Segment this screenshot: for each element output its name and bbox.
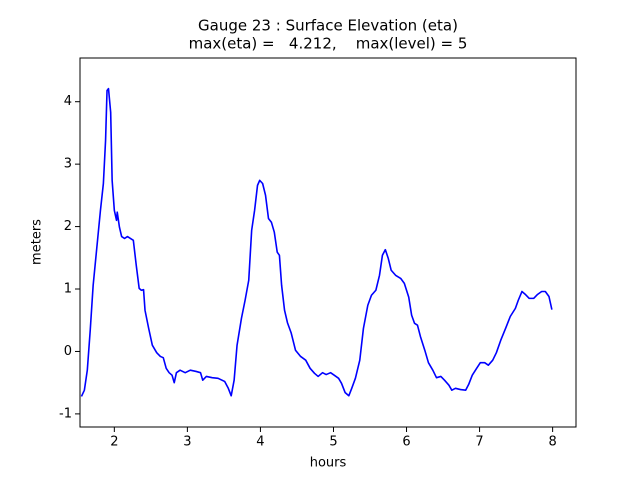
- data-line: [80, 87, 553, 397]
- x-tick-label: 7: [475, 435, 483, 450]
- chart-title: Gauge 23 : Surface Elevation (eta): [198, 17, 458, 35]
- y-tick-label: 1: [64, 282, 72, 297]
- x-tick-label: 6: [402, 435, 410, 450]
- x-tick-label: 3: [183, 435, 191, 450]
- y-tick-label: 0: [64, 344, 72, 359]
- y-tick-label: 3: [64, 157, 72, 172]
- x-axis-label: hours: [310, 456, 347, 471]
- y-tick-label: 4: [64, 94, 72, 109]
- y-tick-label: 2: [64, 219, 72, 234]
- y-tick-label: -1: [59, 406, 72, 421]
- x-tick-label: 5: [329, 435, 337, 450]
- chart-subtitle: max(eta) = 4.212, max(level) = 5: [189, 35, 468, 53]
- plot-frame: [79, 57, 577, 428]
- x-tick-label: 8: [548, 435, 556, 450]
- x-tick-label: 4: [256, 435, 264, 450]
- y-axis-label: meters: [30, 219, 45, 265]
- x-tick-label: 2: [110, 435, 118, 450]
